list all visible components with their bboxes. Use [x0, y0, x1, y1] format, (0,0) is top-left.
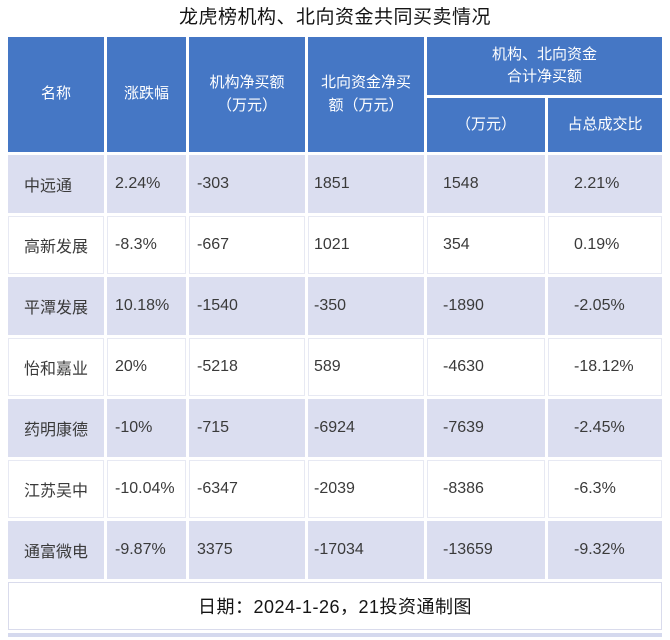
- cell-combined-ratio: 0.19%: [548, 216, 663, 274]
- cell-combined-ratio: -9.32%: [548, 521, 663, 579]
- source-note: 日期：2024-1-26，21投资通制图: [8, 582, 663, 630]
- table-row: 药明康德 -10% -715 -6924 -7639 -2.45%: [8, 399, 663, 457]
- cell-combined-amount: 1548: [427, 155, 545, 213]
- cell-name: 通富微电: [8, 521, 104, 579]
- table-row: 高新发展 -8.3% -667 1021 354 0.19%: [8, 216, 663, 274]
- table-row: 江苏吴中 -10.04% -6347 -2039 -8386 -6.3%: [8, 460, 663, 518]
- table-row: 平潭发展 10.18% -1540 -350 -1890 -2.05%: [8, 277, 663, 335]
- cell-inst-net-buy: 3375: [189, 521, 305, 579]
- cell-north-net-buy: 589: [308, 338, 424, 396]
- cell-combined-ratio: 2.21%: [548, 155, 663, 213]
- cell-inst-net-buy: -6347: [189, 460, 305, 518]
- cell-name: 平潭发展: [8, 277, 104, 335]
- cell-inst-net-buy: -667: [189, 216, 305, 274]
- header-row-sub: （万元） 占总成交比: [8, 98, 663, 152]
- cell-combined-amount: -1890: [427, 277, 545, 335]
- table-row: 通富微电 -9.87% 3375 -17034 -13659 -9.32%: [8, 521, 663, 579]
- cell-north-net-buy: 1851: [308, 155, 424, 213]
- cell-combined-amount: -8386: [427, 460, 545, 518]
- col-header-north-net-buy: 北向资金净买 额（万元）: [308, 37, 424, 152]
- col-header-combined-amount: （万元）: [427, 98, 545, 152]
- cell-combined-amount: -7639: [427, 399, 545, 457]
- cell-north-net-buy: -17034: [308, 521, 424, 579]
- cell-combined-amount: 354: [427, 216, 545, 274]
- cell-name: 药明康德: [8, 399, 104, 457]
- cell-north-net-buy: -350: [308, 277, 424, 335]
- cell-change: -9.87%: [107, 521, 186, 579]
- bottom-strip: [8, 633, 662, 637]
- col-header-inst-net-buy: 机构净买额 （万元）: [189, 37, 305, 152]
- cell-inst-net-buy: -715: [189, 399, 305, 457]
- cell-name: 高新发展: [8, 216, 104, 274]
- cell-inst-net-buy: -1540: [189, 277, 305, 335]
- cell-combined-ratio: -6.3%: [548, 460, 663, 518]
- col-header-name: 名称: [8, 37, 104, 152]
- cell-change: 20%: [107, 338, 186, 396]
- col-header-change: 涨跌幅: [107, 37, 186, 152]
- cell-change: -10%: [107, 399, 186, 457]
- cell-inst-net-buy: -303: [189, 155, 305, 213]
- page-title: 龙虎榜机构、北向资金共同买卖情况: [178, 7, 491, 28]
- cell-north-net-buy: 1021: [308, 216, 424, 274]
- table-row: 怡和嘉业 20% -5218 589 -4630 -18.12%: [8, 338, 663, 396]
- cell-combined-ratio: -2.05%: [548, 277, 663, 335]
- cell-north-net-buy: -6924: [308, 399, 424, 457]
- cell-change: -10.04%: [107, 460, 186, 518]
- col-header-combined-group: 机构、北向资金 合计净买额: [427, 37, 663, 95]
- cell-name: 中远通: [8, 155, 104, 213]
- header-row-group: 名称 涨跌幅 机构净买额 （万元） 北向资金净买 额（万元） 机构、北向资金 合…: [8, 37, 663, 152]
- col-header-combined-ratio: 占总成交比: [548, 98, 663, 152]
- cell-change: 10.18%: [107, 277, 186, 335]
- cell-change: -8.3%: [107, 216, 186, 274]
- cell-change: 2.24%: [107, 155, 186, 213]
- data-table: 名称 涨跌幅 机构净买额 （万元） 北向资金净买 额（万元） 机构、北向资金 合…: [5, 34, 665, 633]
- footer-row: 日期：2024-1-26，21投资通制图: [8, 582, 663, 630]
- cell-combined-amount: -4630: [427, 338, 545, 396]
- cell-combined-amount: -13659: [427, 521, 545, 579]
- cell-combined-ratio: -2.45%: [548, 399, 663, 457]
- cell-name: 怡和嘉业: [8, 338, 104, 396]
- cell-north-net-buy: -2039: [308, 460, 424, 518]
- cell-inst-net-buy: -5218: [189, 338, 305, 396]
- cell-name: 江苏吴中: [8, 460, 104, 518]
- cell-combined-ratio: -18.12%: [548, 338, 663, 396]
- table-row: 中远通 2.24% -303 1851 1548 2.21%: [8, 155, 663, 213]
